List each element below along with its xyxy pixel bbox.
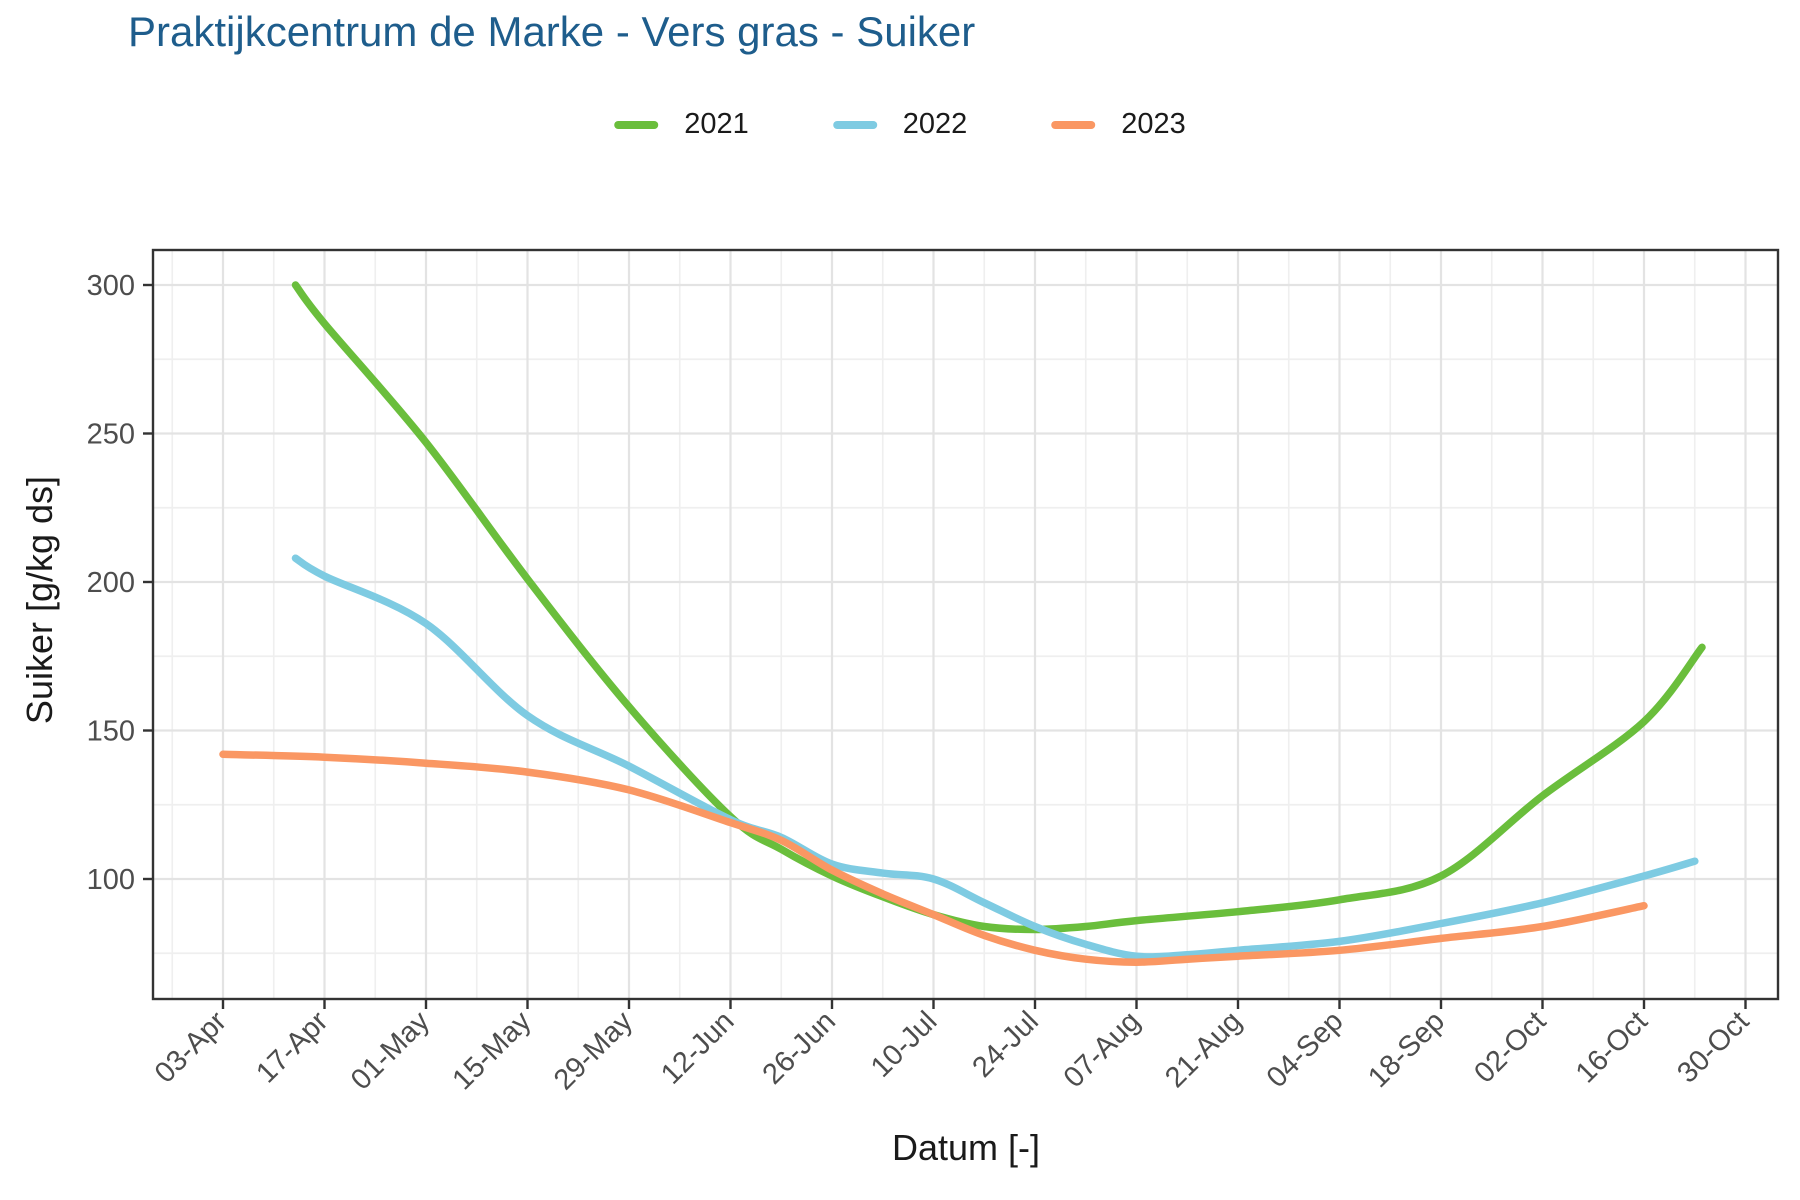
- x-tick-label: 16-Oct: [1570, 1005, 1654, 1089]
- panel-border: [151, 248, 1780, 1001]
- legend-line-swatch-2022: [832, 120, 877, 129]
- x-tick-label: 21-Aug: [1159, 1005, 1248, 1094]
- y-tick-label: 300: [87, 270, 135, 302]
- x-tick-label: 10-Jul: [865, 1005, 943, 1083]
- x-tick-label: 04-Sep: [1261, 1005, 1350, 1094]
- x-tick-label: 30-Oct: [1671, 1005, 1755, 1089]
- chart-legend: 2021 2022 2023: [614, 108, 1186, 141]
- x-tick-label: 18-Sep: [1362, 1005, 1451, 1094]
- legend-label-2021: 2021: [684, 108, 749, 140]
- x-tick-label: 17-Apr: [250, 1005, 334, 1089]
- legend-label-2023: 2023: [1121, 108, 1186, 140]
- x-tick-label: 12-Jun: [655, 1005, 740, 1090]
- y-tick-label: 100: [87, 864, 135, 896]
- legend-label-2022: 2022: [902, 108, 968, 140]
- y-tick-label: 200: [87, 567, 135, 599]
- series-line-2023: [219, 750, 1648, 966]
- x-tick-label: 24-Jul: [966, 1005, 1044, 1083]
- legend-line-swatch-2023: [1051, 120, 1096, 129]
- legend-line-swatch-2021: [614, 120, 659, 129]
- x-tick-label: 03-Apr: [149, 1005, 233, 1089]
- x-tick-label: 01-May: [345, 1005, 436, 1096]
- y-tick-label: 250: [87, 419, 135, 451]
- legend-item-2023: 2023: [1051, 108, 1186, 141]
- y-tick-label: 150: [87, 716, 135, 748]
- x-tick-label: 02-Oct: [1468, 1005, 1552, 1089]
- legend-item-2021: 2021: [614, 108, 749, 141]
- x-tick-label: 07-Aug: [1058, 1005, 1147, 1094]
- series-line-2022: [291, 554, 1699, 961]
- legend-item-2022: 2022: [832, 108, 968, 141]
- x-tick-label: 26-Jun: [757, 1005, 842, 1090]
- page-title: Praktijkcentrum de Marke - Vers gras - S…: [128, 8, 976, 55]
- x-tick-label: 29-May: [548, 1005, 639, 1096]
- x-tick-label: 15-May: [446, 1005, 537, 1096]
- x-axis-title: Datum [-]: [891, 1127, 1041, 1168]
